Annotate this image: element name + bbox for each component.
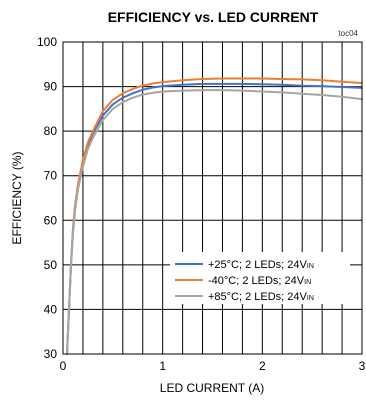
y-tick-label: 30 (44, 347, 58, 361)
series-line-2 (66, 77, 363, 355)
legend-label: -40°C; 2 LEDs; 24VIN (208, 275, 311, 287)
y-tick-label: 60 (44, 213, 58, 227)
y-tick-label: 70 (44, 169, 58, 183)
tick-labels: 0 1 2 3 30 40 50 60 70 80 90 100 (37, 35, 366, 373)
y-tick-label: 100 (37, 35, 57, 49)
y-tick-label: 80 (44, 124, 58, 138)
legend-label: +85°C; 2 LEDs; 24VIN (208, 291, 314, 303)
series-line-3 (66, 89, 363, 355)
y-tick-label: 50 (44, 258, 58, 272)
chart-title: EFFICIENCY vs. LED CURRENT (108, 9, 319, 25)
legend-label: +25°C; 2 LEDs; 24VIN (208, 259, 314, 271)
x-tick-label: 3 (359, 359, 366, 373)
x-axis-label: LED CURRENT (A) (160, 381, 264, 395)
series-lines (66, 77, 363, 355)
x-tick-label: 2 (259, 359, 266, 373)
grid (63, 42, 362, 354)
series-line-1 (66, 82, 363, 355)
x-tick-label: 0 (60, 359, 67, 373)
legend: +25°C; 2 LEDs; 24VIN -40°C; 2 LEDs; 24VIN… (170, 252, 350, 304)
y-tick-label: 90 (44, 80, 58, 94)
y-tick-label: 40 (44, 302, 58, 316)
y-axis-label: EFFICIENCY (%) (10, 151, 24, 244)
x-tick-label: 1 (159, 359, 166, 373)
plot-frame (62, 41, 363, 355)
figure-code: toc04 (338, 29, 358, 38)
